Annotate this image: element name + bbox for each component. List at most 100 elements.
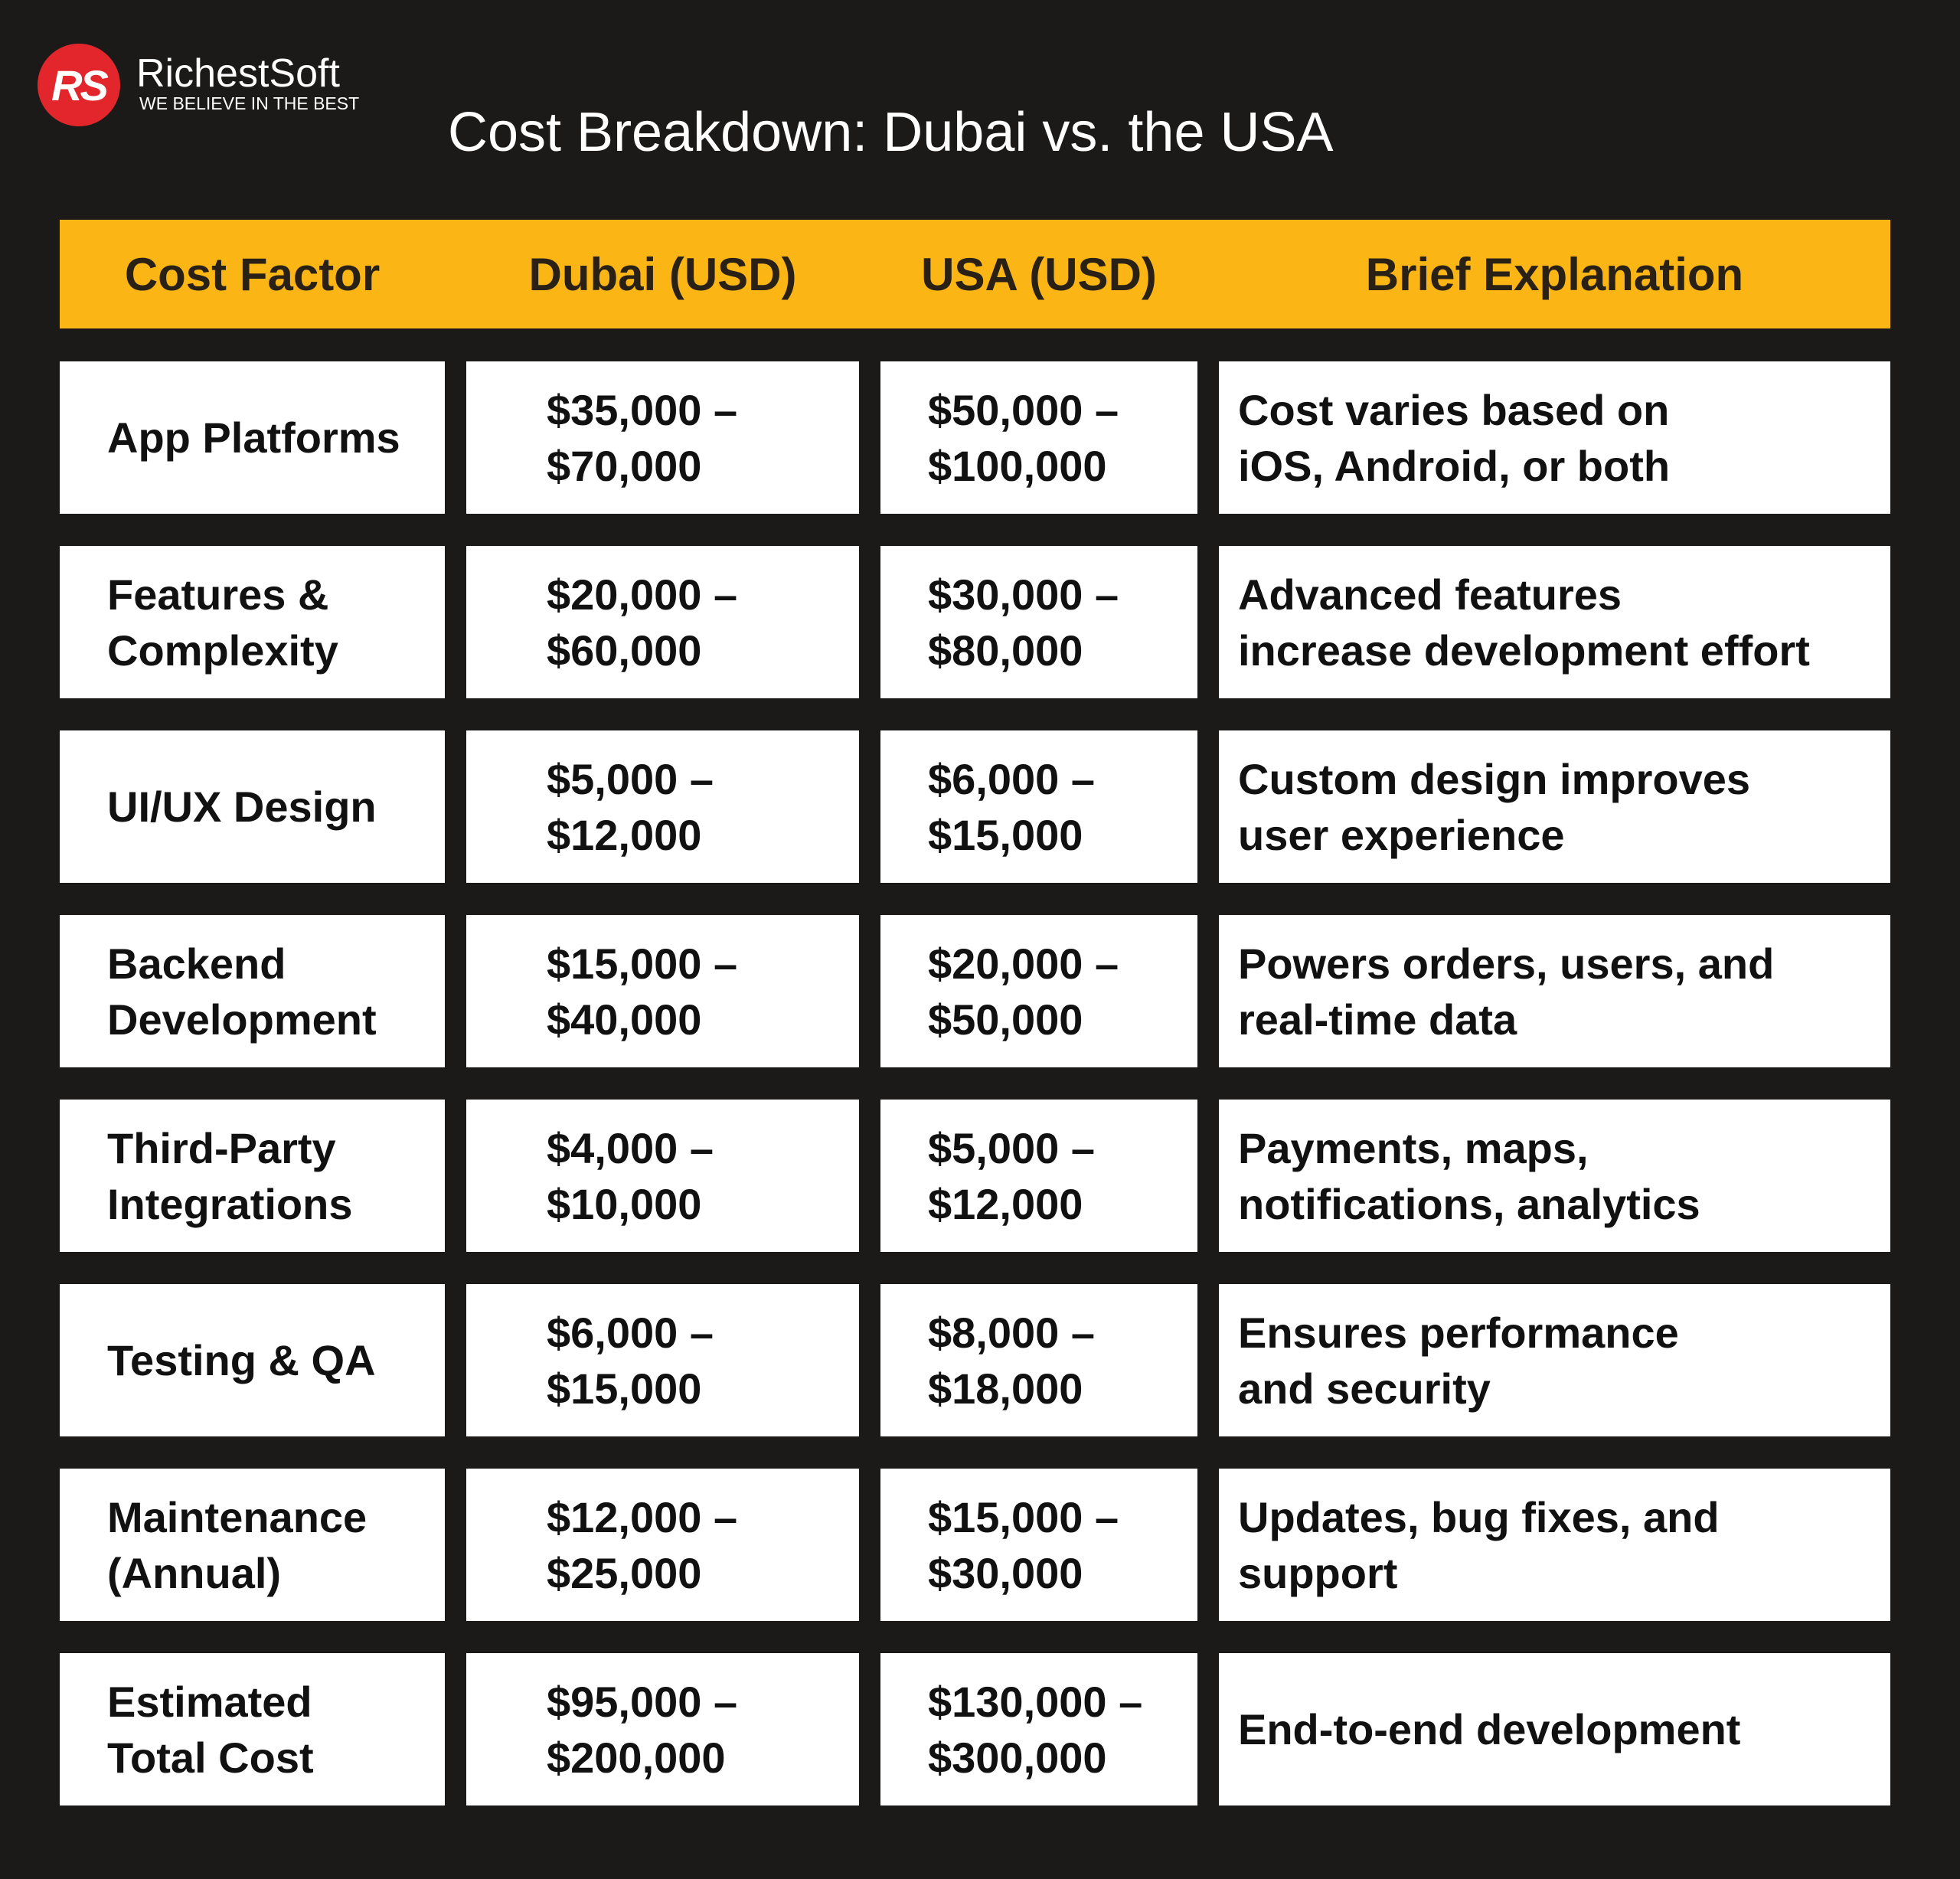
cell-line: $8,000 –: [928, 1308, 1095, 1357]
header-cell: USA (USD): [921, 248, 1157, 300]
table-cell: Features & Complexity: [60, 546, 445, 698]
cell-line: $12,000: [547, 810, 702, 859]
table-cell: Third-Party Integrations: [60, 1100, 445, 1252]
table-cell: $6,000 – $15,000: [880, 730, 1197, 883]
logo-mark: RS: [38, 44, 120, 126]
table-cell: $50,000 – $100,000: [880, 361, 1197, 514]
cell-line: Estimated: [107, 1677, 312, 1726]
cell-line: End-to-end development: [1238, 1705, 1741, 1753]
table-cell: $20,000 – $50,000: [880, 915, 1197, 1067]
cell-line: Updates, bug fixes, and: [1238, 1492, 1720, 1541]
table-cell: Payments, maps, notifications, analytics: [1219, 1100, 1890, 1252]
title: Cost Breakdown: Dubai vs. the USA: [448, 102, 1334, 163]
table-cell: $130,000 – $300,000: [880, 1653, 1197, 1805]
header-cell: Brief Explanation: [1365, 248, 1744, 300]
cell-line: $4,000 –: [547, 1123, 714, 1172]
cell-line: UI/UX Design: [107, 783, 377, 831]
cell-line: $130,000 –: [928, 1677, 1143, 1726]
cell-line: $6,000 –: [928, 754, 1095, 803]
cell-line: $300,000: [928, 1733, 1107, 1782]
table-cell: UI/UX Design: [60, 730, 445, 883]
cell-line: $35,000 –: [547, 385, 738, 434]
cell-line: Integrations: [107, 1179, 353, 1228]
cell-line: and security: [1238, 1364, 1491, 1413]
table-cell: $15,000 – $30,000: [880, 1469, 1197, 1621]
cell-line: $15,000: [928, 810, 1083, 859]
cell-line: iOS, Android, or both: [1238, 441, 1671, 490]
cell-line: $5,000 –: [928, 1123, 1095, 1172]
cell-line: Custom design improves: [1238, 754, 1751, 803]
cell-line: $30,000: [928, 1548, 1083, 1597]
table-cell: Maintenance (Annual): [60, 1469, 445, 1621]
cell-line: $40,000: [547, 995, 702, 1044]
cell-line: $18,000: [928, 1364, 1083, 1413]
table-cell: $15,000 – $40,000: [466, 915, 859, 1067]
cell-line: $95,000 –: [547, 1677, 738, 1726]
table-cell: Testing & QA: [60, 1284, 445, 1436]
table-cell: Estimated Total Cost: [60, 1653, 445, 1805]
table-cell: $12,000 – $25,000: [466, 1469, 859, 1621]
cell-line: $20,000 –: [928, 939, 1119, 988]
cell-line: Maintenance: [107, 1492, 368, 1541]
cell-line: $15,000 –: [547, 939, 738, 988]
cell-line: $30,000 –: [928, 570, 1119, 619]
cell-line: Features &: [107, 570, 329, 619]
cell-line: support: [1238, 1548, 1398, 1597]
cell-line: Development: [107, 995, 377, 1044]
table-cell: $20,000 – $60,000: [466, 546, 859, 698]
cell-line: $50,000 –: [928, 385, 1119, 434]
logo-tagline: WE BELIEVE IN THE BEST: [139, 93, 360, 113]
cell-line: Complexity: [107, 626, 338, 675]
logo-name: RichestSoft: [136, 51, 340, 96]
cell-line: Backend: [107, 939, 286, 988]
cell-line: Powers orders, users, and: [1238, 939, 1775, 988]
cell-line: Ensures performance: [1238, 1308, 1679, 1357]
cell-line: App Platforms: [107, 413, 400, 462]
table-cell: Cost varies based on iOS, Android, or bot…: [1219, 361, 1890, 514]
cell-line: $10,000: [547, 1179, 702, 1228]
table-cell: Ensures performance and security: [1219, 1284, 1890, 1436]
cell-line: Testing & QA: [107, 1336, 376, 1384]
cell-line: Payments, maps,: [1238, 1123, 1589, 1172]
cell-line: $80,000: [928, 626, 1083, 675]
cell-line: Total Cost: [107, 1733, 314, 1782]
cell-line: $50,000: [928, 995, 1083, 1044]
cell-line: $200,000: [547, 1733, 726, 1782]
header-cell: Dubai (USD): [528, 248, 797, 300]
table-cell: $4,000 – $10,000: [466, 1100, 859, 1252]
cell-line: Third-Party: [107, 1123, 336, 1172]
cell-line: $70,000: [547, 441, 702, 490]
cell-line: increase development effort: [1238, 626, 1810, 675]
table-cell: End-to-end development: [1219, 1653, 1890, 1805]
cell-line: Cost varies based on: [1238, 385, 1670, 434]
header-cell: Cost Factor: [124, 248, 381, 300]
cell-line: $15,000 –: [928, 1492, 1119, 1541]
cell-line: real-time data: [1238, 995, 1517, 1044]
table-cell: $6,000 – $15,000: [466, 1284, 859, 1436]
table-cell: $5,000 – $12,000: [466, 730, 859, 883]
table-cell: Backend Development: [60, 915, 445, 1067]
cell-line: $6,000 –: [547, 1308, 714, 1357]
table-cell: $35,000 – $70,000: [466, 361, 859, 514]
cell-line: user experience: [1238, 810, 1565, 859]
cell-line: $60,000: [547, 626, 702, 675]
header-bar: [60, 220, 1890, 328]
cell-line: $15,000: [547, 1364, 702, 1413]
table-cell: $30,000 – $80,000: [880, 546, 1197, 698]
table-cell: Powers orders, users, and real-time data: [1219, 915, 1890, 1067]
cell-line: $25,000: [547, 1548, 702, 1597]
table-cell: $95,000 – $200,000: [466, 1653, 859, 1805]
cell-line: (Annual): [107, 1548, 282, 1597]
table-cell: Advanced features increase development ef…: [1219, 546, 1890, 698]
table-cell: $8,000 – $18,000: [880, 1284, 1197, 1436]
table-cell: $5,000 – $12,000: [880, 1100, 1197, 1252]
table-cell: App Platforms: [60, 361, 445, 514]
table-cell: Custom design improves user experience: [1219, 730, 1890, 883]
cell-line: $12,000 –: [547, 1492, 738, 1541]
cell-line: $100,000: [928, 441, 1107, 490]
cell-line: Advanced features: [1238, 570, 1622, 619]
cell-line: $5,000 –: [547, 754, 714, 803]
cell-line: $12,000: [928, 1179, 1083, 1228]
table-cell: Updates, bug fixes, and support: [1219, 1469, 1890, 1621]
